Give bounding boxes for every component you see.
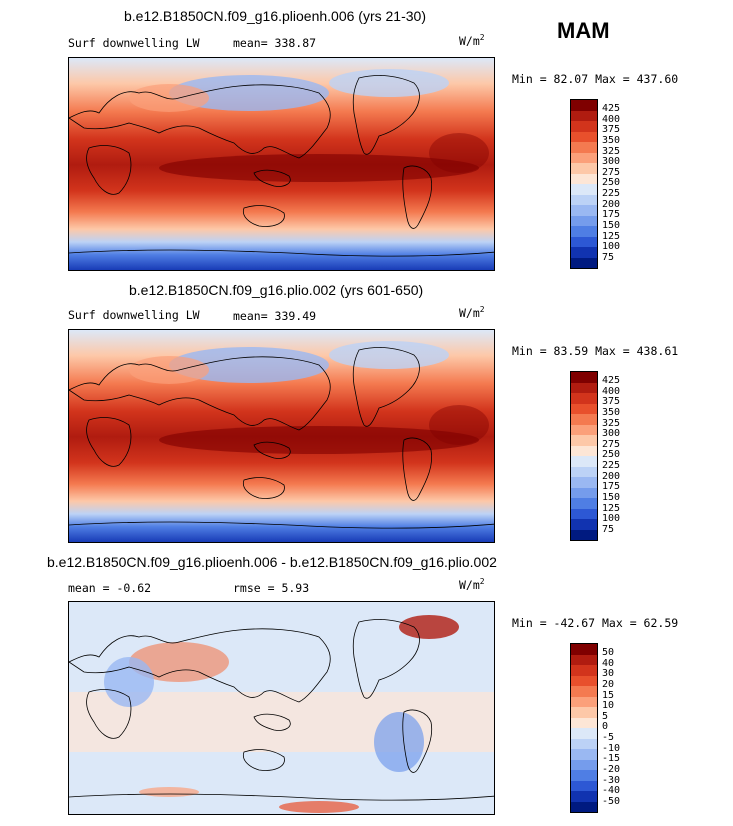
swatch	[571, 529, 597, 540]
swatch	[571, 717, 597, 728]
coastline-icon	[69, 347, 494, 529]
swatch	[571, 519, 597, 530]
swatch	[571, 675, 597, 686]
swatch	[571, 696, 597, 707]
swatch	[571, 487, 597, 498]
swatch	[571, 654, 597, 665]
swatch	[571, 791, 597, 802]
panel3-mean: mean = -0.62	[68, 581, 152, 595]
swatch	[571, 707, 597, 718]
swatch	[571, 403, 597, 414]
panel3-title: b.e12.B1850CN.f09_g16.plioenh.006 - b.e1…	[47, 554, 497, 570]
swatch	[571, 644, 597, 655]
swatch	[571, 466, 597, 477]
swatch	[571, 236, 597, 247]
swatch	[571, 393, 597, 404]
swatch	[571, 728, 597, 739]
panel3-map	[68, 601, 495, 815]
panel1-minmax: Min = 82.07 Max = 437.60	[512, 72, 679, 86]
swatch	[571, 215, 597, 226]
swatch	[571, 382, 597, 393]
coastline-icon	[69, 619, 494, 801]
panel1-colorbar	[570, 99, 598, 269]
swatch	[571, 257, 597, 268]
swatch	[571, 226, 597, 237]
swatch	[571, 424, 597, 435]
swatch	[571, 477, 597, 488]
panel3-units: W/m2	[459, 577, 485, 592]
swatch	[571, 121, 597, 132]
panel2-variable: Surf downwelling LW	[68, 308, 200, 322]
swatch	[571, 100, 597, 111]
panel1-units: W/m2	[459, 33, 485, 48]
panel1-mean: mean= 338.87	[233, 36, 317, 50]
swatch	[571, 456, 597, 467]
swatch	[571, 205, 597, 216]
panel2-map	[68, 329, 495, 543]
swatch	[571, 508, 597, 519]
panel3-minmax: Min = -42.67 Max = 62.59	[512, 616, 679, 630]
swatch	[571, 665, 597, 676]
panel2-colorbar	[570, 371, 598, 541]
panel2-units: W/m2	[459, 305, 485, 320]
swatch	[571, 110, 597, 121]
panel3-rmse: rmse = 5.93	[233, 581, 310, 595]
swatch	[571, 131, 597, 142]
swatch	[571, 247, 597, 258]
panel2-title: b.e12.B1850CN.f09_g16.plio.002 (yrs 601-…	[129, 282, 424, 298]
season-label: MAM	[557, 18, 610, 43]
swatch	[571, 801, 597, 812]
panel3-colorbar	[570, 643, 598, 813]
coastline-icon	[69, 75, 494, 257]
swatch	[571, 435, 597, 446]
panel1-title: b.e12.B1850CN.f09_g16.plioenh.006 (yrs 2…	[124, 8, 426, 24]
swatch	[571, 738, 597, 749]
swatch	[571, 194, 597, 205]
panel1-variable: Surf downwelling LW	[68, 36, 200, 50]
swatch	[571, 142, 597, 153]
panel1-map	[68, 57, 495, 271]
swatch	[571, 759, 597, 770]
panel2-mean: mean= 339.49	[233, 309, 317, 323]
swatch	[571, 173, 597, 184]
swatch	[571, 780, 597, 791]
swatch	[571, 163, 597, 174]
swatch	[571, 770, 597, 781]
swatch	[571, 498, 597, 509]
swatch	[571, 152, 597, 163]
swatch	[571, 414, 597, 425]
swatch	[571, 372, 597, 383]
panel2-minmax: Min = 83.59 Max = 438.61	[512, 344, 679, 358]
swatch	[571, 184, 597, 195]
swatch	[571, 749, 597, 760]
swatch	[571, 686, 597, 697]
swatch	[571, 445, 597, 456]
